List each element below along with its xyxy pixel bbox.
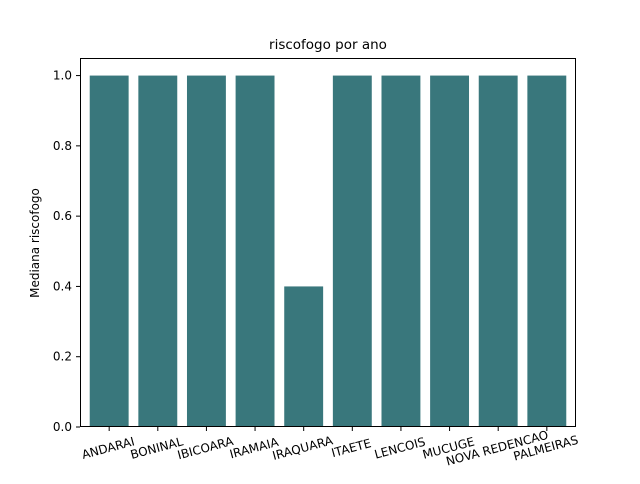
bar-iramaia: [235, 75, 275, 428]
bar-iraquara: [284, 286, 324, 427]
y-axis-label: Mediana riscofogo: [28, 188, 42, 298]
bar-boninal: [138, 75, 178, 428]
y-axis-ticks: 0.0 0.2 0.4 0.6 0.8 1.0: [53, 69, 80, 434]
bar-mucuge: [430, 75, 470, 428]
bars: [89, 75, 567, 428]
y-tick-label: 0.2: [53, 350, 72, 364]
chart-title: riscofogo por ano: [269, 37, 387, 53]
plot-frame: [80, 58, 576, 427]
y-tick-label: 0.0: [53, 420, 72, 434]
bar-ibicoara: [186, 75, 226, 428]
bar-andarai: [89, 75, 129, 428]
bar-itaete: [332, 75, 372, 428]
bar-lencois: [381, 75, 421, 428]
y-tick-label: 0.8: [53, 139, 72, 153]
bar-nova-redencao: [478, 75, 518, 428]
y-tick-label: 0.4: [53, 279, 72, 293]
y-tick-label: 0.6: [53, 209, 72, 223]
y-tick-label: 1.0: [53, 69, 72, 83]
bar-palmeiras: [527, 75, 567, 428]
